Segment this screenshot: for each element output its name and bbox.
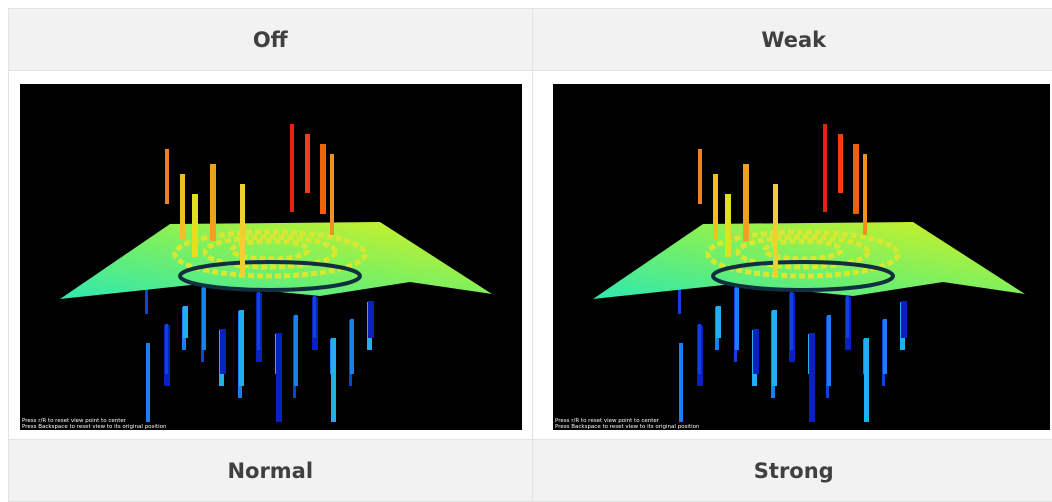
streak xyxy=(679,343,683,422)
streak xyxy=(180,174,185,240)
caption: Press Backspace to reset view to its ori… xyxy=(22,424,167,430)
streak xyxy=(735,287,739,350)
streak xyxy=(320,144,326,214)
streak xyxy=(846,296,849,338)
header-row: Normal Strong xyxy=(9,440,1052,502)
streak xyxy=(823,124,827,212)
streak xyxy=(313,296,316,338)
header-row: Off Weak xyxy=(9,9,1052,71)
streak xyxy=(838,134,843,193)
streak xyxy=(331,338,336,422)
streak xyxy=(210,164,216,241)
streak xyxy=(863,154,867,235)
streak xyxy=(698,149,702,204)
streak xyxy=(220,329,226,374)
streak xyxy=(698,324,701,374)
streak xyxy=(183,306,188,338)
comparison-table: Off Weak Press r/R to reset view point t… xyxy=(8,8,1052,502)
streak xyxy=(146,343,150,422)
header-cell: Off xyxy=(9,9,533,71)
streak xyxy=(827,315,831,386)
streak xyxy=(202,287,206,350)
streak xyxy=(290,124,294,212)
streak xyxy=(809,333,815,422)
streak xyxy=(239,310,244,386)
streak xyxy=(165,324,168,374)
caption: Press Backspace to reset view to its ori… xyxy=(555,424,700,430)
streak xyxy=(753,329,759,374)
streak xyxy=(901,301,907,338)
streak xyxy=(883,319,887,374)
point-cloud-image: Press r/R to reset view point to centerP… xyxy=(553,84,1050,430)
streak xyxy=(864,338,869,422)
streak xyxy=(773,184,778,276)
streak xyxy=(772,310,777,386)
streak xyxy=(276,333,282,422)
streak xyxy=(790,292,793,350)
streak xyxy=(305,134,310,193)
streak xyxy=(257,292,260,350)
streak xyxy=(350,319,354,374)
point-cloud-image: Press r/R to reset view point to centerP… xyxy=(20,84,522,430)
streak xyxy=(716,306,721,338)
streak xyxy=(368,301,374,338)
header-cell: Normal xyxy=(9,440,533,502)
streak xyxy=(165,149,169,204)
streak xyxy=(294,315,298,386)
streak xyxy=(743,164,749,241)
streak xyxy=(192,194,198,257)
streak xyxy=(330,154,334,235)
streak xyxy=(240,184,245,276)
header-cell: Strong xyxy=(532,440,1052,502)
streak xyxy=(725,194,731,257)
streak xyxy=(713,174,718,240)
header-cell: Weak xyxy=(532,9,1052,71)
streak xyxy=(853,144,859,214)
